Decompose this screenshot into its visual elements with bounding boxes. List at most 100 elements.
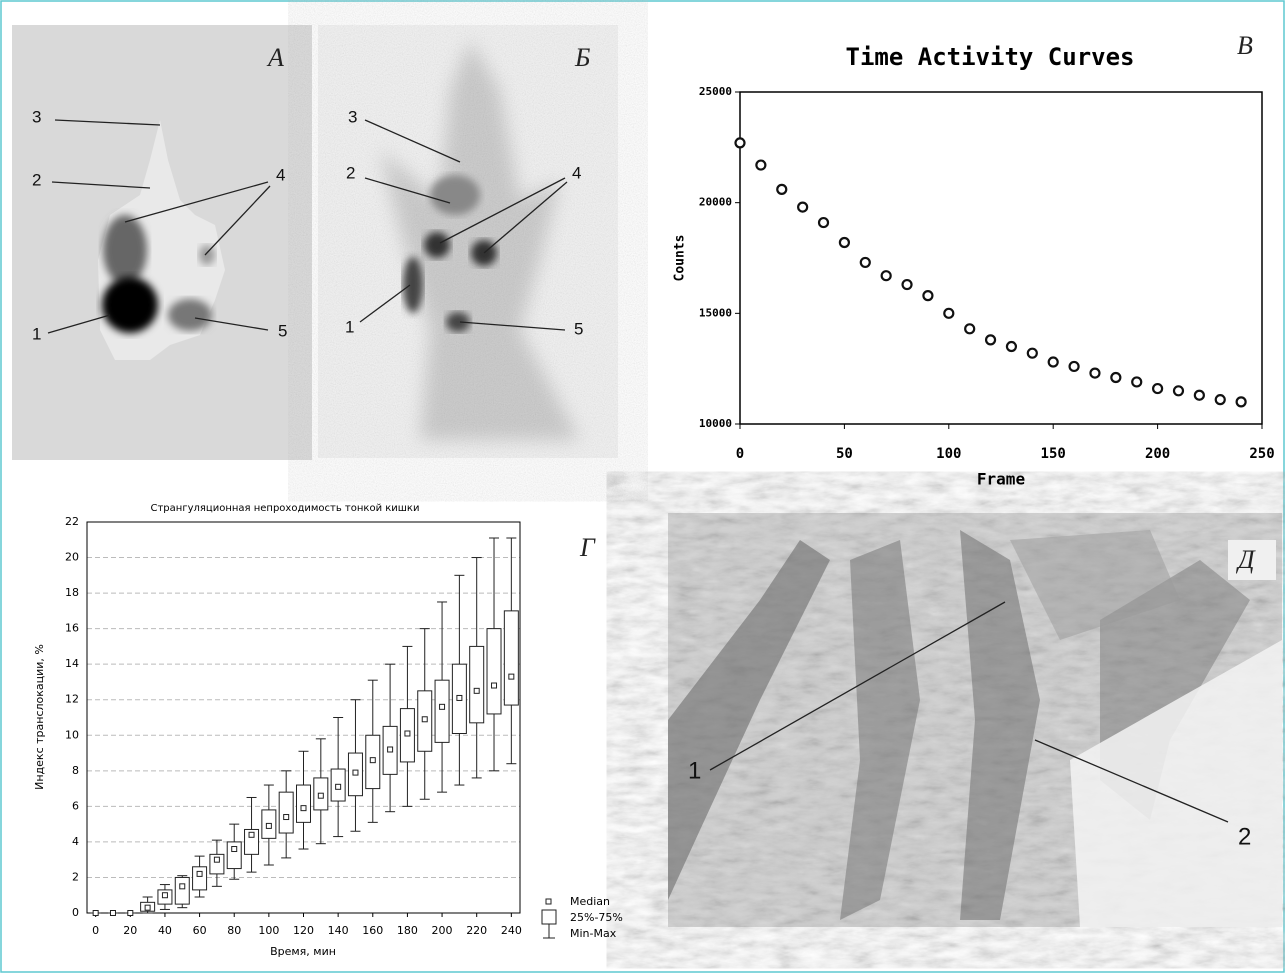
x-tick-label: 0 xyxy=(736,446,744,462)
callout-line xyxy=(1034,739,1229,823)
y-tick-label: 16 xyxy=(65,622,79,635)
x-axis-label: Время, мин xyxy=(270,945,336,958)
y-tick-label: 20 xyxy=(65,551,79,564)
data-point xyxy=(964,323,976,335)
callout-line xyxy=(459,321,566,331)
x-tick-label: 140 xyxy=(328,924,349,937)
legend-label: Min-Max xyxy=(570,927,617,940)
y-tick-label: 10 xyxy=(65,728,79,741)
median xyxy=(283,814,290,821)
plot-frame xyxy=(86,521,521,914)
x-tick-label: 200 xyxy=(432,924,453,937)
callout-line xyxy=(194,317,269,331)
image-noise xyxy=(318,25,618,458)
x-tick-label: 120 xyxy=(293,924,314,937)
y-tick-label: 8 xyxy=(72,764,79,777)
y-tick-label: 4 xyxy=(72,835,79,848)
panel-label: В xyxy=(1237,31,1253,60)
box xyxy=(209,853,225,875)
data-point xyxy=(817,216,830,229)
box xyxy=(503,610,519,706)
box xyxy=(469,645,485,724)
tissue-fold xyxy=(1010,530,1180,640)
data-point xyxy=(1047,356,1059,368)
x-tick-label: 250 xyxy=(1249,446,1274,462)
box xyxy=(296,784,311,823)
data-point xyxy=(1068,360,1080,373)
y-tick-label: 2 xyxy=(72,870,79,883)
callout-line xyxy=(709,601,1006,771)
tissue-fold xyxy=(668,540,830,900)
median xyxy=(179,883,186,890)
panel-label: Д xyxy=(1235,545,1256,574)
callout-line xyxy=(359,284,411,323)
median xyxy=(369,757,376,764)
y-tick-label: 14 xyxy=(65,657,79,670)
median xyxy=(473,687,480,694)
data-point xyxy=(922,290,934,302)
lumen xyxy=(1070,640,1282,927)
tissue-fold xyxy=(960,530,1040,920)
panel-label: Г xyxy=(579,533,596,562)
median xyxy=(161,892,168,899)
y-tick-label: 25000 xyxy=(699,85,732,98)
callout: 2 xyxy=(346,163,355,182)
data-point xyxy=(1151,382,1164,395)
callout: 2 xyxy=(1238,823,1251,850)
data-point xyxy=(1026,347,1038,359)
callout: 2 xyxy=(32,170,41,189)
callout-line xyxy=(439,177,566,244)
callout: 1 xyxy=(32,324,41,343)
median xyxy=(387,746,394,753)
x-tick-label: 100 xyxy=(936,446,961,462)
panel-label: А xyxy=(266,43,284,72)
legend-box-icon xyxy=(541,909,557,925)
data-point xyxy=(859,256,871,269)
median xyxy=(92,910,99,916)
data-point xyxy=(1089,367,1101,379)
callout: 5 xyxy=(574,319,583,338)
blob xyxy=(446,312,470,332)
median xyxy=(352,769,359,776)
y-axis-label: Counts xyxy=(673,235,688,282)
data-point xyxy=(776,183,788,195)
data-point xyxy=(1172,385,1185,397)
data-point xyxy=(1110,371,1122,384)
data-point xyxy=(984,334,997,346)
callout: 1 xyxy=(345,317,354,336)
data-point xyxy=(943,307,955,319)
label-box xyxy=(1228,540,1276,580)
median xyxy=(317,792,324,799)
callout: 1 xyxy=(688,757,701,784)
callout: 3 xyxy=(348,107,357,126)
blob xyxy=(424,232,450,258)
x-tick-label: 150 xyxy=(1041,446,1066,462)
box xyxy=(434,679,450,743)
callout-line xyxy=(364,177,451,204)
legend-median-icon xyxy=(545,898,552,905)
legend-label: Median xyxy=(570,895,610,908)
x-tick-label: 180 xyxy=(397,924,418,937)
tissue-fold xyxy=(840,540,920,920)
median xyxy=(335,783,342,790)
x-tick-label: 220 xyxy=(466,924,487,937)
box xyxy=(226,841,242,870)
box xyxy=(278,791,294,834)
median xyxy=(265,822,272,829)
x-tick-label: 40 xyxy=(158,924,172,937)
x-tick-label: 60 xyxy=(193,924,207,937)
data-point xyxy=(1131,376,1143,388)
blob xyxy=(403,257,423,313)
box xyxy=(192,866,208,891)
data-point xyxy=(838,236,851,249)
median xyxy=(109,910,116,916)
blob xyxy=(102,277,158,333)
x-tick-label: 100 xyxy=(258,924,279,937)
chart-boxplot: Странгуляционная непроходимость тонкой к… xyxy=(33,503,623,958)
median xyxy=(421,716,428,723)
median xyxy=(231,846,238,853)
blob xyxy=(199,245,215,265)
legend-label: 25%-75% xyxy=(570,911,623,924)
